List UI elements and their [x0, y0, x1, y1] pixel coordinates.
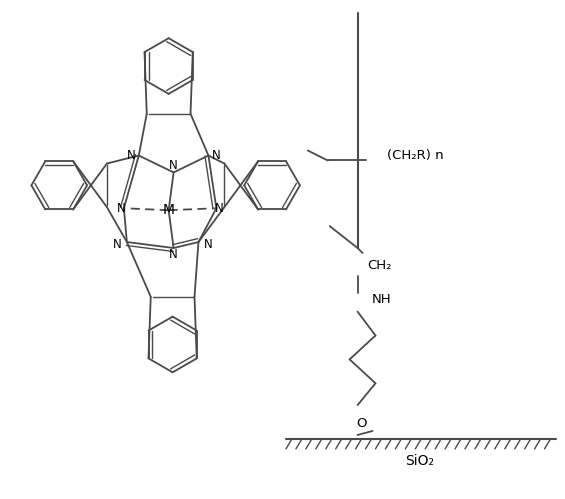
Text: (CH₂R) n: (CH₂R) n	[387, 149, 444, 162]
Text: N: N	[215, 202, 224, 215]
Text: CH₂: CH₂	[367, 259, 392, 272]
Text: N: N	[112, 238, 121, 250]
Text: N: N	[212, 149, 221, 162]
Text: N: N	[170, 249, 178, 261]
Text: O: O	[357, 417, 367, 430]
Text: N: N	[116, 202, 125, 215]
Text: M: M	[163, 203, 175, 217]
Text: N: N	[170, 159, 178, 172]
Text: NH: NH	[372, 293, 391, 306]
Text: N: N	[127, 149, 135, 162]
Text: SiO₂: SiO₂	[405, 454, 434, 468]
Text: N: N	[204, 238, 213, 250]
